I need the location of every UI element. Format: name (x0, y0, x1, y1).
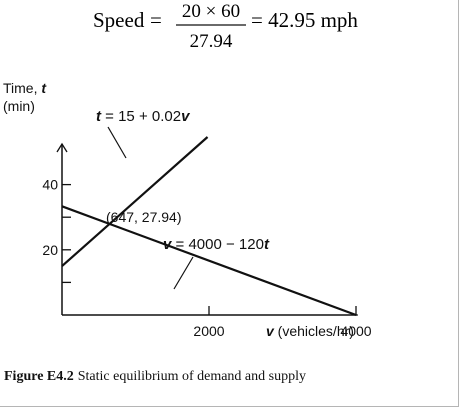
equation-equals: = (150, 8, 162, 32)
x-tick-label-0: 2000 (193, 323, 224, 339)
x-axis-label-text: (vehicles/hr) (274, 323, 354, 339)
equation-numerator: 20 × 60 (182, 1, 240, 22)
x-axis-label: v (vehicles/hr) (266, 323, 354, 339)
y-axis-unit: (min) (3, 98, 35, 114)
series-group (61, 136, 357, 317)
figure-caption-text: Static equilibrium of demand and supply (78, 369, 306, 384)
y-axis-arrowhead (56, 142, 68, 153)
y-axis-label-var: t (41, 80, 47, 96)
series-line-0 (61, 136, 209, 267)
series-label-demand-var2: t (264, 236, 270, 253)
series-label-supply: t = 15 + 0.02v (96, 108, 191, 125)
equilibrium-annotation: (647, 27.94) (106, 209, 182, 225)
series-label-demand-leader (173, 256, 194, 290)
equation-denominator: 27.94 (190, 31, 233, 52)
series-line-1 (61, 205, 357, 317)
y-tick-label-3: 40 (42, 177, 58, 193)
x-tick-label-1: 4000 (340, 323, 371, 339)
series-label-supply-text: = 15 + 0.02 (101, 108, 181, 125)
figure-caption-label: Figure E4.2 (4, 369, 74, 384)
y-tick-label-1: 20 (42, 242, 58, 258)
equation-lhs: Speed (93, 8, 145, 32)
x-axis-label-var: v (266, 323, 275, 339)
series-label-demand-text: = 4000 − 120 (171, 236, 264, 253)
series-label-demand: v = 4000 − 120t (163, 236, 270, 253)
equation-result: = 42.95 mph (251, 8, 358, 32)
series-label-supply-var2: v (181, 108, 191, 125)
figure-caption: Figure E4.2 Static equilibrium of demand … (4, 369, 306, 384)
series-label-demand-var: v (163, 236, 173, 253)
tick-group: 20 40 2000 4000 (42, 177, 371, 339)
series-label-supply-var: t (96, 108, 102, 125)
series-label-supply-leader (107, 126, 127, 159)
y-axis-label-text: Time, (3, 80, 41, 96)
y-axis-label: Time, t (3, 80, 47, 96)
